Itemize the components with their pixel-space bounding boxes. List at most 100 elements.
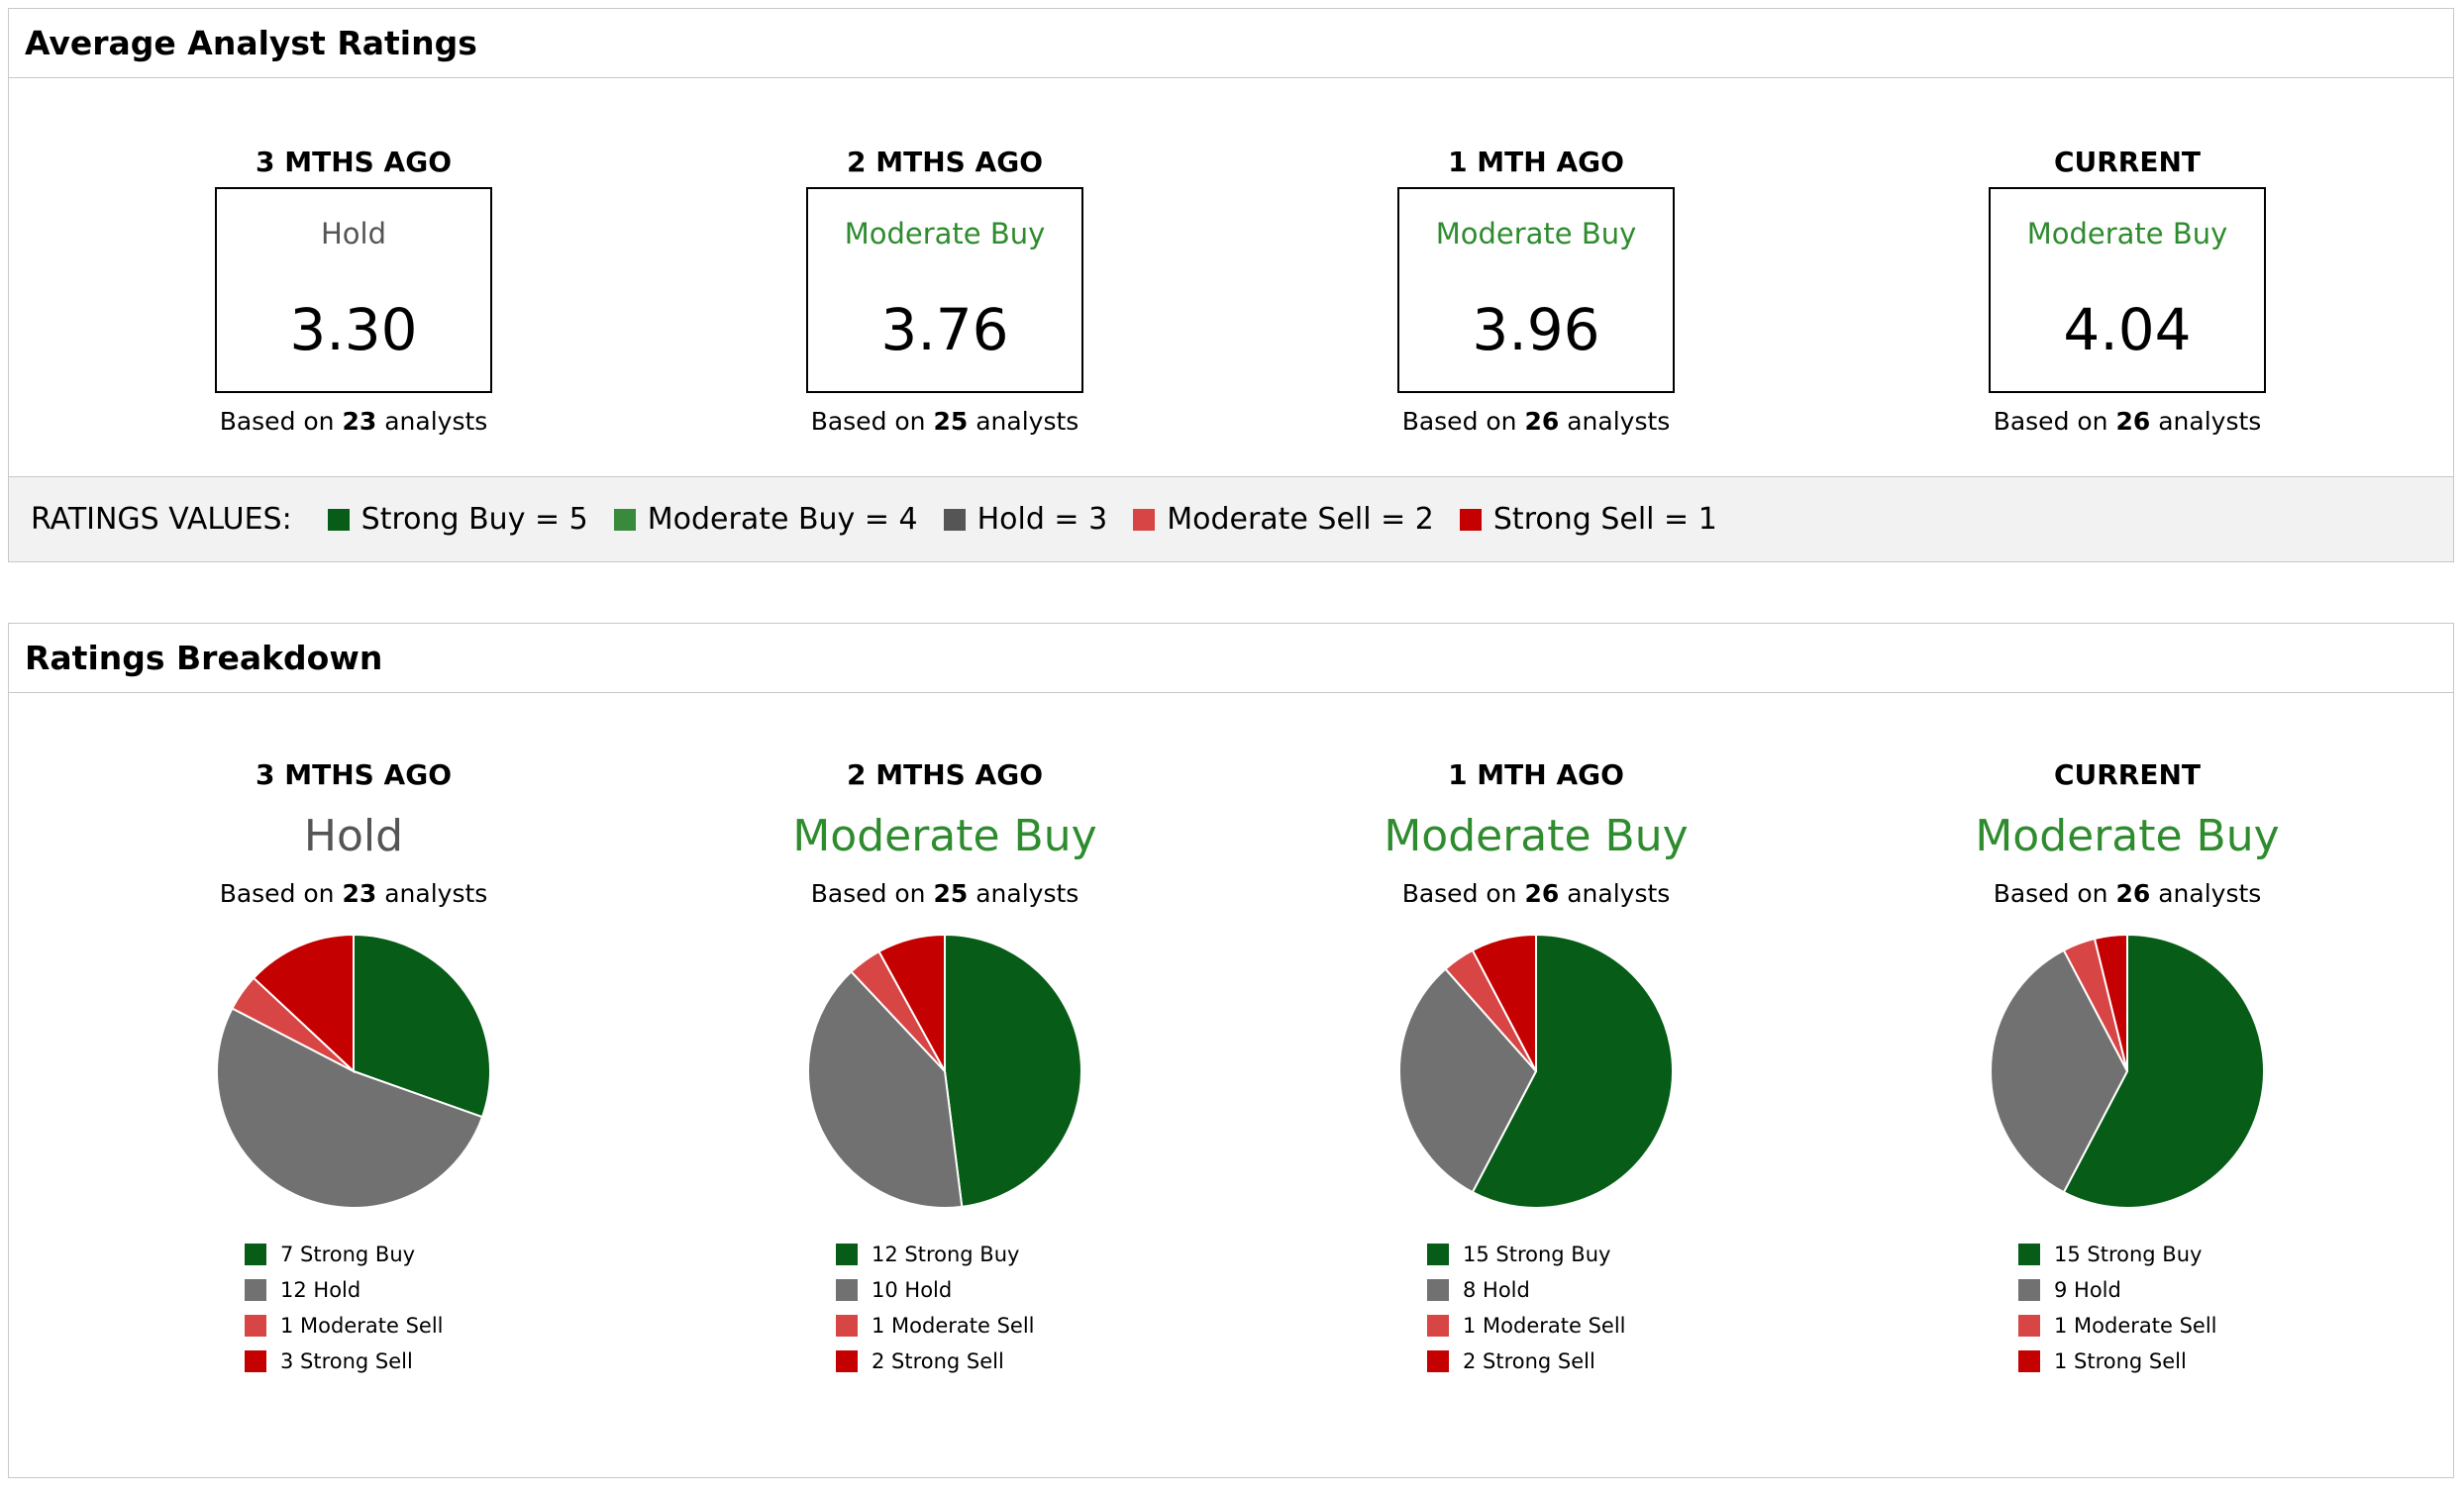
average-analyst-ratings-panel: Average Analyst Ratings 3 MTHS AGO Hold … — [8, 8, 2454, 562]
consensus-rating: Moderate Buy — [1384, 811, 1689, 861]
analyst-count-text: Based on 25 analysts — [810, 879, 1079, 908]
analyst-count-text: Based on 26 analysts — [1993, 407, 2262, 436]
analyst-count: 26 — [2115, 879, 2151, 908]
pie-legend-label: 1 Strong Sell — [2054, 1349, 2187, 1373]
pie-legend-label: 2 Strong Sell — [872, 1349, 1004, 1373]
average-score: 4.04 — [2063, 296, 2192, 363]
consensus-rating: Hold — [320, 217, 386, 250]
analyst-count: 26 — [1524, 879, 1560, 908]
legend-swatch — [245, 1350, 266, 1372]
pie-legend-item-moderate-sell: 1 Moderate Sell — [245, 1308, 462, 1344]
breakdown-column-current: CURRENT Moderate Buy Based on 26 analyst… — [1830, 758, 2424, 1379]
legend-swatch — [943, 508, 966, 531]
pie-legend-item-moderate-sell: 1 Moderate Sell — [1427, 1308, 1645, 1344]
legend-swatch — [327, 508, 350, 531]
legend-item-strong-sell: Strong Sell = 1 — [1459, 502, 1717, 537]
average-score: 3.96 — [1472, 296, 1600, 363]
pie-legend-item-strong-sell: 2 Strong Sell — [836, 1344, 1054, 1379]
pie-legend-label: 1 Moderate Sell — [2054, 1314, 2217, 1338]
rating-box: Moderate Buy 3.96 — [1397, 187, 1675, 393]
pie-legend-item-strong-sell: 1 Strong Sell — [2018, 1344, 2236, 1379]
rating-column-current: CURRENT Moderate Buy 4.04 Based on 26 an… — [1830, 146, 2424, 436]
legend-swatch — [2018, 1244, 2040, 1265]
analyst-count: 26 — [1524, 407, 1560, 436]
pie-legend-item-moderate-sell: 1 Moderate Sell — [2018, 1308, 2236, 1344]
consensus-rating: Hold — [303, 811, 404, 861]
pie-slice-strong-sell — [1471, 933, 1537, 1072]
ratings-breakdown-panel: Ratings Breakdown 3 MTHS AGO Hold Based … — [8, 623, 2454, 1478]
pie-legend-label: 1 Moderate Sell — [1463, 1314, 1626, 1338]
pie-slice-strong-sell — [877, 933, 946, 1072]
pie-legend-item-strong-sell: 2 Strong Sell — [1427, 1344, 1645, 1379]
pie-legend-label: 10 Hold — [872, 1278, 953, 1302]
pie-legend-item-moderate-sell: 1 Moderate Sell — [836, 1308, 1054, 1344]
legend-swatch — [836, 1350, 858, 1372]
pie-legend-item-hold: 9 Hold — [2018, 1272, 2236, 1308]
analyst-count-text: Based on 23 analysts — [219, 407, 488, 436]
pie-legend: 15 Strong Buy 9 Hold 1 Moderate Sell 1 Stro… — [2018, 1237, 2236, 1379]
legend-swatch — [836, 1279, 858, 1301]
ratings-pie-chart — [1990, 933, 2265, 1209]
breakdown-column-3-mths-ago: 3 MTHS AGO Hold Based on 23 analysts 7 S… — [56, 758, 651, 1379]
rating-box: Moderate Buy 3.76 — [806, 187, 1083, 393]
pie-legend: 15 Strong Buy 8 Hold 1 Moderate Sell 2 Stro… — [1427, 1237, 1645, 1379]
pie-slice-hold — [1398, 967, 1538, 1194]
analyst-count-text: Based on 26 analysts — [1993, 879, 2262, 908]
analyst-count-text: Based on 26 analysts — [1401, 879, 1671, 908]
pie-legend-item-hold: 12 Hold — [245, 1272, 462, 1308]
rating-box: Hold 3.30 — [215, 187, 492, 393]
legend-swatch — [836, 1315, 858, 1337]
breakdown-column-2-mths-ago: 2 MTHS AGO Moderate Buy Based on 25 anal… — [648, 758, 1242, 1379]
period-label: 1 MTH AGO — [1448, 758, 1624, 791]
breakdown-column-1-mth-ago: 1 MTH AGO Moderate Buy Based on 26 analy… — [1239, 758, 1833, 1379]
pie-slice-strong-buy — [353, 933, 491, 1119]
legend-swatch — [613, 508, 636, 531]
pie-legend-label: 12 Hold — [280, 1278, 361, 1302]
legend-swatch — [1427, 1244, 1449, 1265]
pie-legend-item-strong-buy: 15 Strong Buy — [1427, 1237, 1645, 1272]
analyst-count: 23 — [342, 407, 377, 436]
legend-swatch — [2018, 1315, 2040, 1337]
legend-item-hold: Hold = 3 — [943, 502, 1107, 537]
analyst-count: 25 — [933, 407, 969, 436]
legend-item-moderate-buy: Moderate Buy = 4 — [613, 502, 918, 537]
legend-swatch — [1427, 1279, 1449, 1301]
pie-legend: 7 Strong Buy 12 Hold 1 Moderate Sell 3 Stro… — [245, 1237, 462, 1379]
pie-legend-item-strong-buy: 7 Strong Buy — [245, 1237, 462, 1272]
rating-column-1-mth-ago: 1 MTH AGO Moderate Buy 3.96 Based on 26 … — [1239, 146, 1833, 436]
pie-slice-hold — [1990, 948, 2129, 1194]
pie-legend: 12 Strong Buy 10 Hold 1 Moderate Sell 2 Str… — [836, 1237, 1054, 1379]
pie-legend-item-hold: 10 Hold — [836, 1272, 1054, 1308]
ratings-pie-chart — [216, 933, 491, 1209]
pie-legend-item-strong-buy: 12 Strong Buy — [836, 1237, 1054, 1272]
pie-slice-strong-sell — [2093, 933, 2128, 1072]
analyst-count-text: Based on 26 analysts — [1401, 407, 1671, 436]
period-label: 3 MTHS AGO — [256, 758, 452, 791]
pie-legend-label: 8 Hold — [1463, 1278, 1530, 1302]
ratings-values-legend: RATINGS VALUES: Strong Buy = 5 Moderate … — [9, 476, 2453, 561]
rating-box: Moderate Buy 4.04 — [1989, 187, 2266, 393]
legend-swatch — [245, 1279, 266, 1301]
legend-swatch — [836, 1244, 858, 1265]
pie-legend-label: 1 Moderate Sell — [280, 1314, 444, 1338]
analyst-count-text: Based on 23 analysts — [219, 879, 488, 908]
legend-item-moderate-sell: Moderate Sell = 2 — [1133, 502, 1434, 537]
legend-swatch — [2018, 1279, 2040, 1301]
legend-swatch — [1133, 508, 1156, 531]
analyst-count: 26 — [2115, 407, 2151, 436]
pie-legend-label: 9 Hold — [2054, 1278, 2121, 1302]
rating-column-2-mths-ago: 2 MTHS AGO Moderate Buy 3.76 Based on 25… — [648, 146, 1242, 436]
pie-legend-label: 2 Strong Sell — [1463, 1349, 1595, 1373]
consensus-rating: Moderate Buy — [1975, 811, 2280, 861]
pie-legend-item-strong-buy: 15 Strong Buy — [2018, 1237, 2236, 1272]
pie-slice-strong-sell — [252, 933, 355, 1074]
ratings-pie-chart — [1398, 933, 1674, 1209]
period-label: 2 MTHS AGO — [847, 146, 1043, 178]
panel-title: Ratings Breakdown — [9, 624, 2453, 693]
consensus-rating: Moderate Buy — [844, 217, 1046, 250]
pie-legend-label: 3 Strong Sell — [280, 1349, 413, 1373]
pie-legend-label: 12 Strong Buy — [872, 1243, 1020, 1266]
average-score: 3.30 — [289, 296, 418, 363]
legend-swatch — [1427, 1315, 1449, 1337]
pie-legend-item-strong-sell: 3 Strong Sell — [245, 1344, 462, 1379]
